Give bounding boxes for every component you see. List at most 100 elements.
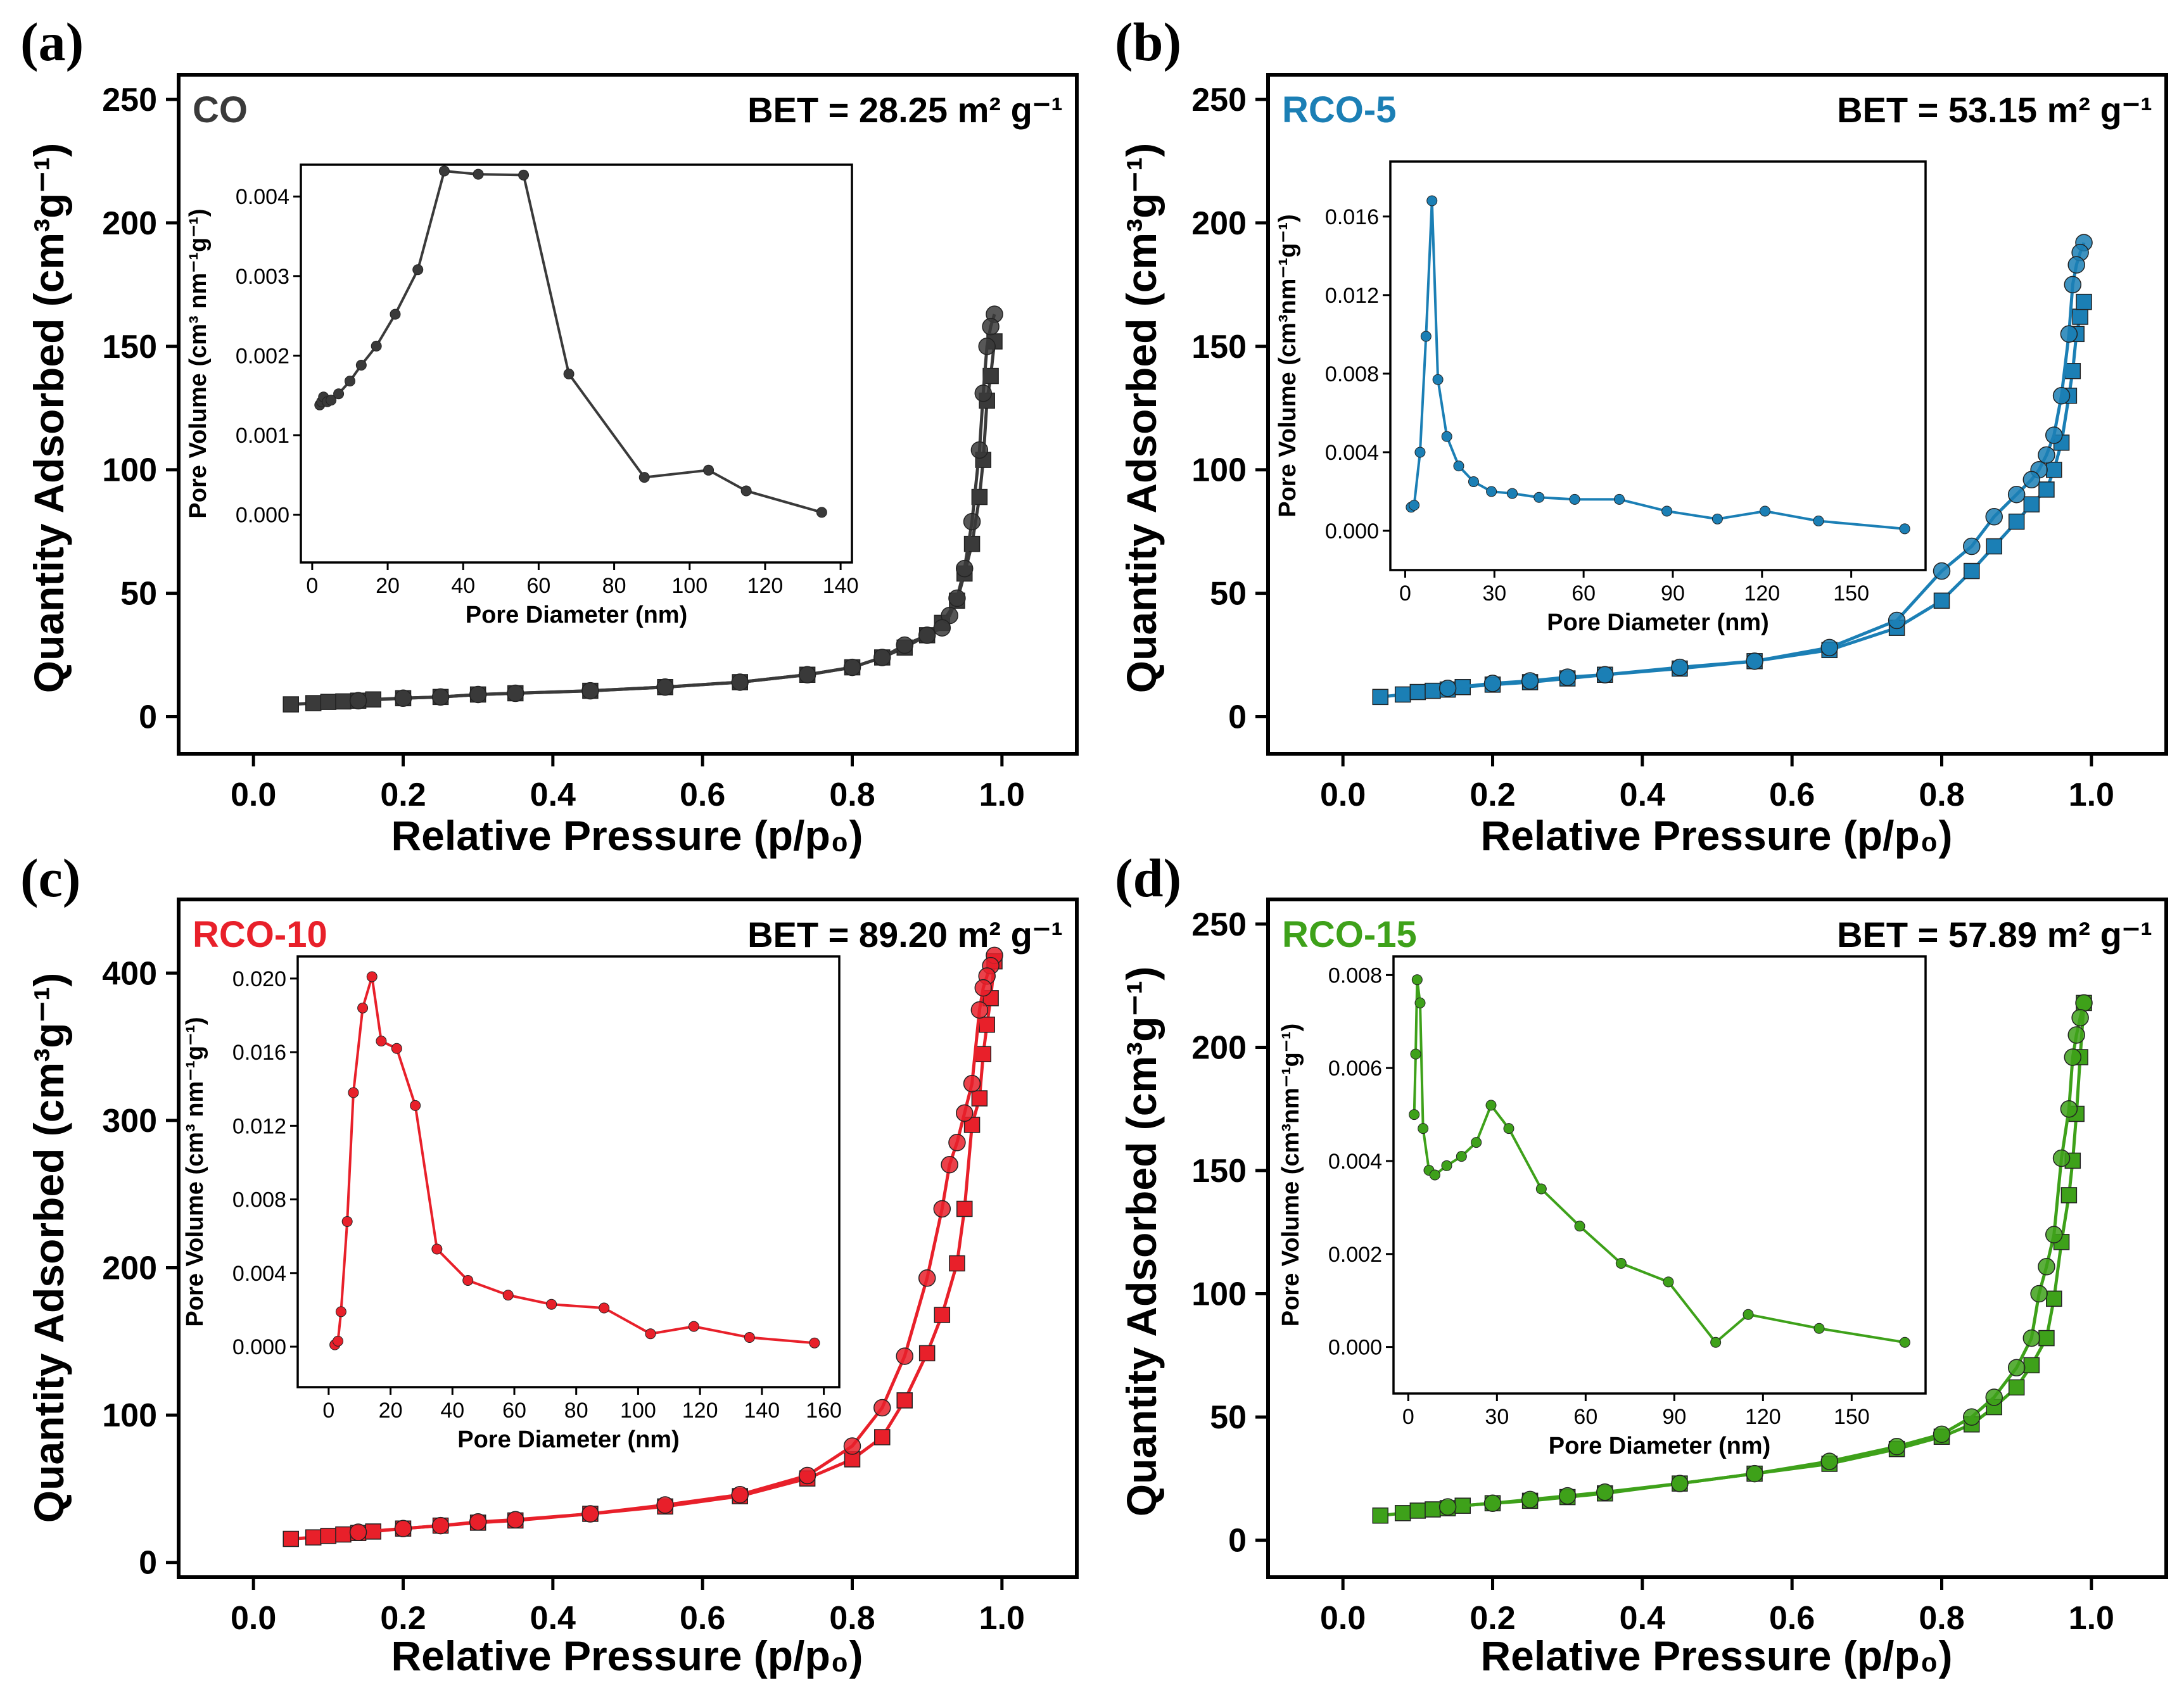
inset-data-point [1409, 1109, 1420, 1120]
inset-x-title: Pore Diameter (nm) [457, 1426, 680, 1453]
data-point-desorption [2030, 1285, 2048, 1303]
inset-x-tick-label: 90 [1661, 581, 1685, 606]
inset-data-point [1456, 1151, 1467, 1162]
inset-data-point [809, 1337, 820, 1349]
inset-y-tick-label: 0.006 [1328, 1057, 1382, 1081]
inset-data-point [371, 340, 382, 352]
data-point-adsorption [2064, 363, 2081, 379]
data-point-adsorption [979, 1016, 995, 1033]
data-point-adsorption [949, 1255, 965, 1272]
data-point-desorption [2067, 256, 2085, 274]
x-tick-label: 0.4 [1620, 1600, 1665, 1637]
y-tick-label: 200 [1191, 205, 1247, 242]
data-point-adsorption [971, 1090, 988, 1107]
data-point-desorption [956, 1104, 974, 1122]
inset-frame [1392, 955, 1927, 1395]
data-point-adsorption [956, 1200, 973, 1217]
panel-label: (d) [1115, 848, 1181, 908]
inset-data-point [391, 1043, 402, 1054]
data-point-desorption [963, 1075, 981, 1093]
inset-data-point [1899, 1336, 1910, 1348]
y-tick-label: 100 [1191, 1276, 1247, 1313]
inset-data-point [1813, 1323, 1825, 1334]
inset-x-tick-label: 0 [1402, 1405, 1414, 1429]
y-axis-title: Quantity Adsorbed (cm³g⁻¹) [1118, 967, 1165, 1516]
data-point-desorption [1671, 1475, 1689, 1492]
y-tick-label: 0 [1228, 1523, 1247, 1559]
sample-label: RCO-5 [1282, 89, 1396, 130]
inset-y-title: Pore Volume (cm³ nm⁻¹g⁻¹) [185, 208, 212, 518]
inset-data-point [546, 1298, 557, 1310]
inset-data-point [1615, 1257, 1627, 1269]
x-tick-label: 1.0 [2069, 1600, 2114, 1637]
data-point-desorption [581, 1505, 599, 1523]
y-tick-label: 150 [102, 329, 157, 365]
inset-y-tick-label: 0.008 [232, 1188, 286, 1212]
inset-x-tick-label: 120 [747, 574, 784, 598]
inset-data-point [1485, 1100, 1497, 1111]
inset-y-tick-label: 0.012 [232, 1114, 286, 1138]
inset-data-point [1441, 1160, 1452, 1171]
data-point-desorption [431, 1516, 450, 1535]
data-point-desorption [656, 1496, 674, 1514]
inset-data-point [1486, 486, 1497, 497]
inset-data-point [1533, 492, 1545, 503]
data-point-desorption [349, 1523, 367, 1541]
inset-frame [300, 163, 853, 564]
data-point-adsorption [305, 695, 322, 711]
inset-data-point [1743, 1309, 1754, 1320]
y-tick-label: 250 [102, 82, 157, 118]
data-point-desorption [2075, 994, 2093, 1012]
data-point-adsorption [2076, 293, 2092, 310]
inset-data-point [1574, 1221, 1585, 1232]
data-point-adsorption [305, 1529, 322, 1546]
x-tick-label: 0.6 [1769, 1600, 1815, 1637]
inset-data-point [1414, 447, 1426, 458]
plot-frame [1266, 73, 2168, 756]
panel-c: (c)0.0 0.2 0.4 0.6 0.8 1.00100200300400Relati… [20, 848, 1079, 1679]
data-point-desorption [1985, 508, 2003, 526]
inset-x-tick-label: 60 [1573, 1405, 1597, 1429]
data-point-desorption [469, 685, 487, 704]
data-point-desorption [798, 666, 816, 684]
inset-y-tick-label: 0.002 [1328, 1243, 1382, 1267]
data-point-desorption [918, 626, 936, 644]
x-axis-title: Relative Pressure (p/p₀) [391, 1632, 863, 1679]
x-tick-label: 0.0 [231, 1600, 276, 1637]
inset-x-tick-label: 0 [1399, 581, 1411, 606]
bet-label: BET = 57.89 m² g⁻¹ [1837, 915, 2152, 955]
data-point-desorption [956, 559, 974, 578]
inset-series-line [319, 169, 822, 514]
data-point-desorption [896, 636, 913, 654]
panel-b: (b) 0.0 0.2 0.4 0.6 0.8 1.0 0 50 100 150 200 250 Rela… [1115, 11, 2168, 859]
inset-data-point [1414, 997, 1426, 1008]
inset-x-tick-label: 120 [1744, 581, 1780, 606]
inset-y-tick-label: 0.004 [232, 1262, 286, 1286]
inset-data-point [344, 376, 355, 387]
x-axis-title: Relative Pressure (p/p₀) [1480, 812, 1952, 859]
x-tick-label: 0.4 [1620, 777, 1665, 813]
data-point-adsorption [934, 1307, 951, 1323]
inset-data-point [355, 360, 367, 371]
inset-series-line [1413, 979, 1905, 1345]
data-point-adsorption [283, 1530, 299, 1547]
inset-data-point [431, 1243, 443, 1255]
inset-data-point [348, 1087, 359, 1098]
x-axis-title: Relative Pressure (p/p₀) [391, 812, 863, 859]
data-point-adsorption [2008, 1379, 2025, 1396]
inset-y-tick-label: 0.008 [1325, 362, 1379, 386]
x-tick-label: 0.2 [380, 1600, 426, 1637]
inset-x-tick-label: 40 [451, 574, 475, 598]
data-point-desorption [2007, 485, 2026, 504]
y-axis-title: Quantity Adsorbed (cm³g⁻¹) [1118, 143, 1165, 693]
x-tick-label: 0.2 [1470, 1600, 1515, 1637]
inset-x-tick-label: 90 [1662, 1405, 1686, 1429]
data-point-desorption [2007, 1359, 2026, 1377]
inset-x-tick-label: 20 [376, 574, 400, 598]
inset-data-point [599, 1302, 610, 1314]
data-point-desorption [394, 1520, 412, 1537]
data-point-desorption [731, 673, 749, 691]
inset-x-tick-label: 0 [322, 1399, 334, 1423]
data-point-desorption [1521, 1490, 1539, 1509]
data-point-adsorption [1409, 1502, 1426, 1519]
